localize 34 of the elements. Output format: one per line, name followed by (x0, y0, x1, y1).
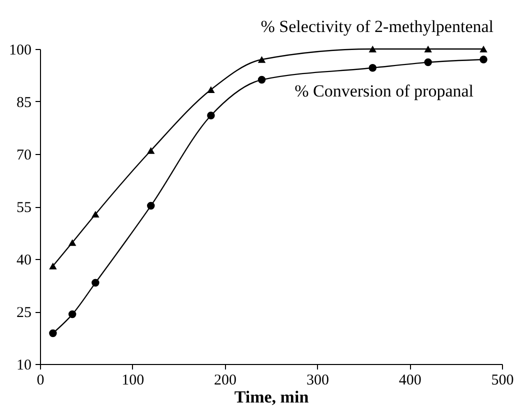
point (68, 239, 76, 246)
point (92, 210, 100, 218)
y-tick-label: 25 (16, 305, 32, 321)
x-tick-label: 100 (122, 372, 144, 388)
point (49, 329, 57, 338)
point (147, 202, 155, 210)
series-label: % Selectivity of 2-methylpentenal (260, 17, 494, 36)
point (49, 262, 57, 270)
point (207, 86, 215, 93)
y-tick-label: 100 (9, 42, 32, 58)
y-tick-label: 70 (16, 148, 32, 164)
point (207, 112, 215, 120)
y-tick-label: 55 (16, 200, 32, 216)
point (480, 56, 488, 64)
point (368, 46, 377, 52)
x-tick-label: 300 (306, 372, 329, 388)
x-tick-label: 400 (398, 372, 422, 388)
point (68, 310, 76, 318)
point (258, 56, 266, 63)
point (92, 278, 100, 287)
point (368, 64, 377, 72)
y-tick-label: 85 (16, 95, 32, 111)
point (147, 147, 155, 154)
x-tick-label: 500 (491, 372, 514, 388)
series-label: % Conversion of propanal (294, 82, 474, 100)
y-tick-label: 10 (16, 358, 32, 374)
x-axis-title: Time, min (234, 388, 310, 406)
y-tick-label: 40 (16, 252, 32, 268)
point (424, 58, 432, 66)
point (258, 76, 266, 84)
x-tick-label: 200 (214, 372, 237, 388)
point (480, 46, 488, 52)
x-tick-label: 0 (36, 372, 44, 388)
point (424, 46, 432, 52)
